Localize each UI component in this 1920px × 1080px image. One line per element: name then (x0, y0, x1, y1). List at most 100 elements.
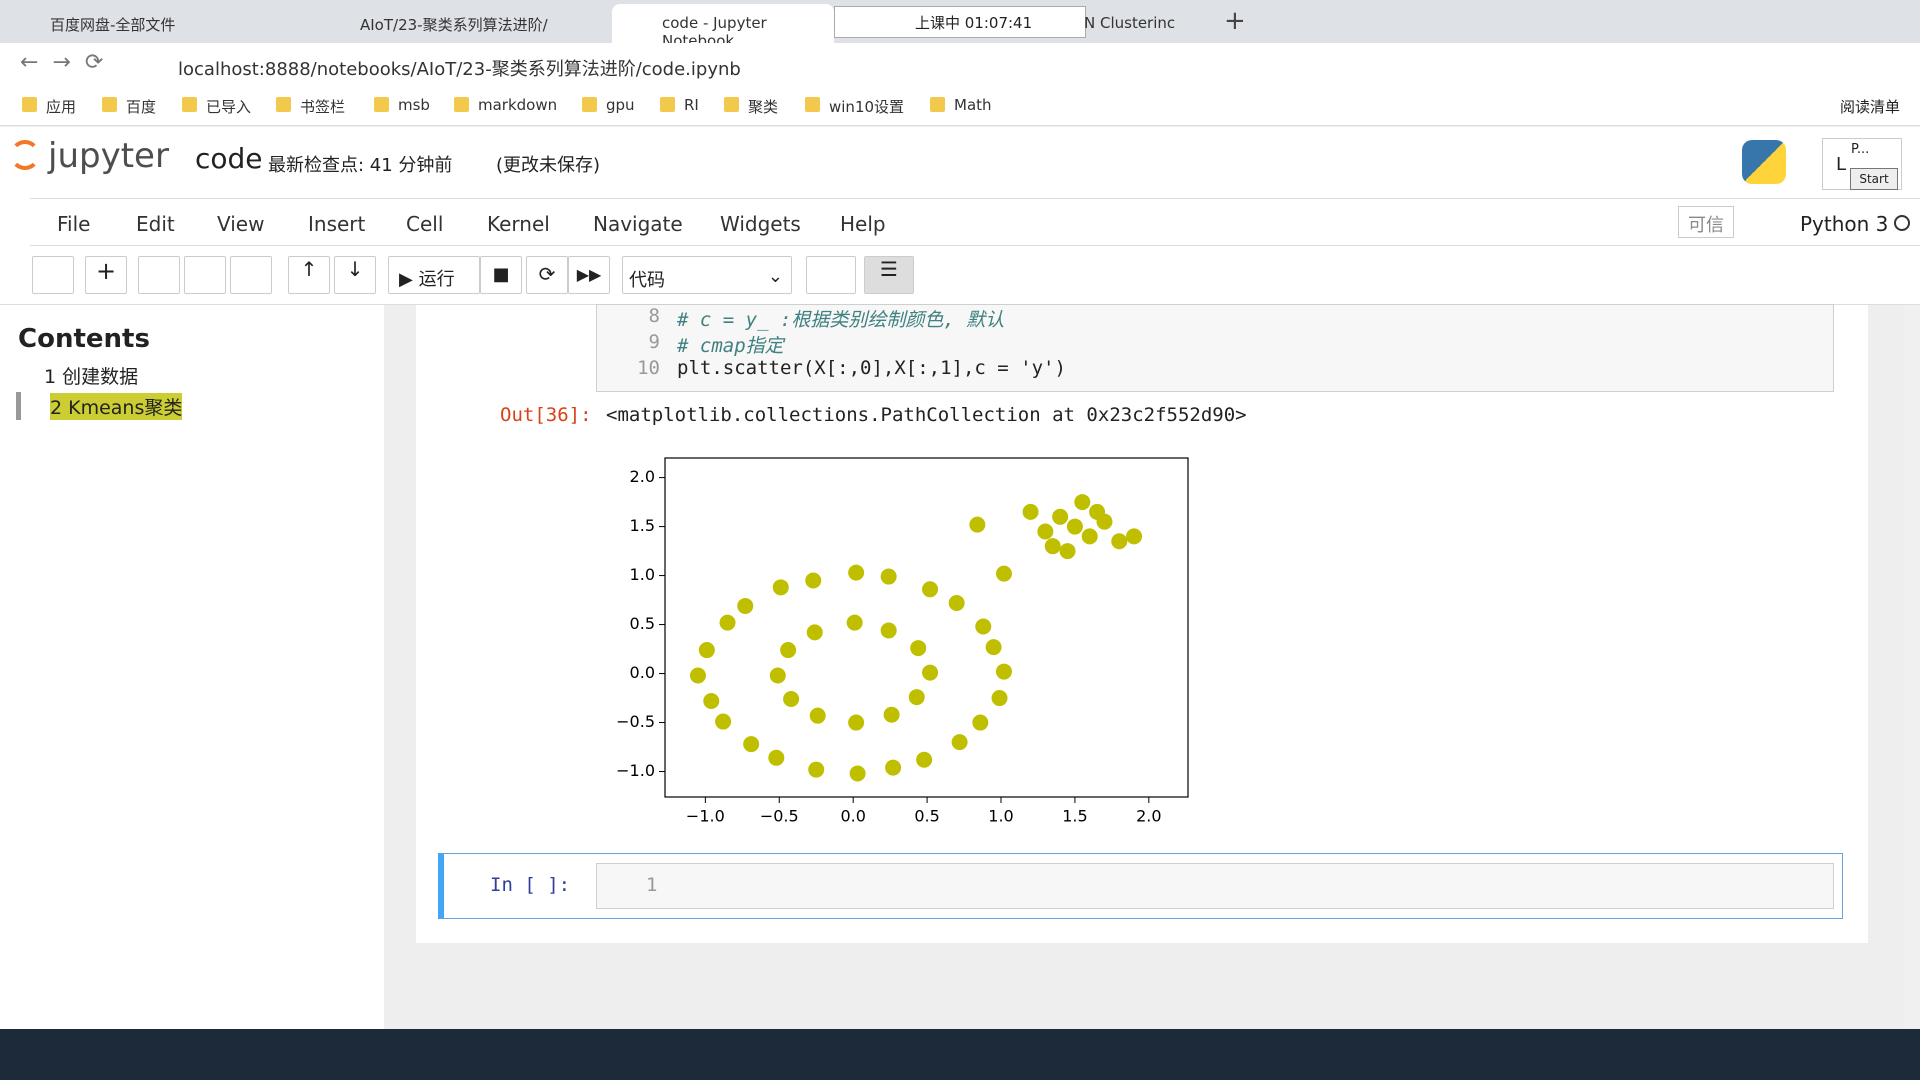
point (883, 706, 900, 723)
menu-item[interactable]: Edit (136, 212, 175, 236)
run-all-button[interactable]: ▶▶ (568, 256, 610, 294)
start-button[interactable]: Start (1850, 168, 1898, 190)
point (910, 640, 927, 657)
point (885, 759, 902, 776)
input-area[interactable] (596, 863, 1834, 909)
point (846, 614, 863, 631)
menu-item[interactable]: Help (840, 212, 886, 236)
save-button[interactable] (32, 256, 74, 294)
user: L (1836, 154, 1847, 175)
menu-item[interactable]: Cell (406, 212, 444, 236)
plot-frame (664, 457, 1189, 798)
tab[interactable]: N Clusterinc (1084, 14, 1176, 32)
x-tick-label: −0.5 (760, 807, 799, 826)
point (689, 667, 706, 684)
menu-item[interactable]: Kernel (487, 212, 550, 236)
point (1089, 503, 1106, 520)
point (698, 642, 715, 659)
menu-item[interactable]: Insert (308, 212, 366, 236)
menu-item[interactable]: Widgets (720, 212, 801, 236)
new-tab[interactable]: + (1224, 6, 1246, 36)
copy-button[interactable] (184, 256, 226, 294)
point (1066, 518, 1083, 535)
point (969, 516, 986, 533)
code-line: # c = y_ :根据类别绘制颜色, 默认 (677, 309, 1005, 331)
point (948, 595, 965, 612)
scrollbar[interactable] (1904, 305, 1920, 1029)
bookmark[interactable]: win10设置 (803, 96, 904, 117)
run-button[interactable]: ▶ 运行 (388, 256, 480, 294)
y-tick-label: 0.0 (630, 663, 655, 682)
reading-list[interactable]: 阅读清单 (1840, 98, 1901, 116)
cell-type: 代码 (629, 270, 665, 291)
point (780, 642, 797, 659)
toc-item[interactable]: 1 创建数据 (44, 366, 139, 388)
point (703, 692, 720, 709)
add-button[interactable]: + (85, 256, 127, 294)
notebook-name[interactable]: code (195, 142, 263, 175)
code-area[interactable] (596, 304, 1834, 392)
point (848, 714, 865, 731)
point (985, 639, 1002, 656)
bookmark[interactable]: msb (372, 96, 430, 114)
point (1126, 528, 1143, 545)
in-prompt: In [ ]: (490, 874, 571, 896)
point (1111, 533, 1128, 550)
widget-label: P... (1851, 142, 1870, 157)
point (737, 597, 754, 614)
point (922, 581, 939, 598)
bookmark[interactable]: 百度 (100, 96, 156, 117)
menu-item[interactable]: File (57, 212, 91, 236)
bookmark[interactable]: markdown (452, 96, 557, 114)
nav-buttons[interactable]: ← → ⟳ (20, 50, 104, 75)
toc-marker (16, 392, 21, 420)
move-down-button[interactable]: ↓ (334, 256, 376, 294)
trusted[interactable]: 可信 (1678, 206, 1734, 238)
point (769, 667, 786, 684)
toc-button[interactable]: ☰ (864, 256, 914, 294)
x-tick-label: 2.0 (1136, 807, 1161, 826)
toc-title: Contents (18, 324, 150, 354)
bookmark[interactable]: gpu (580, 96, 635, 114)
point (849, 765, 866, 782)
point (848, 564, 865, 581)
point (1037, 523, 1054, 540)
jupyter-logo[interactable]: jupyter (48, 136, 169, 176)
point (809, 707, 826, 724)
kernel-status (1894, 215, 1910, 231)
point (1052, 508, 1069, 525)
cell-type-select[interactable]: 代码 ⌄ (622, 256, 792, 294)
point (880, 568, 897, 585)
point (806, 624, 823, 641)
url[interactable]: localhost:8888/notebooks/AIoT/23-聚类系列算法进… (178, 59, 741, 80)
x-tick-label: 0.5 (914, 807, 939, 826)
bookmark[interactable]: 应用 (20, 96, 76, 117)
move-up-button[interactable]: ↑ (288, 256, 330, 294)
stop-button[interactable]: ■ (480, 256, 522, 294)
cut-button[interactable] (138, 256, 180, 294)
bookmark[interactable]: Math (928, 96, 992, 114)
point (1081, 528, 1098, 545)
x-tick-label: 0.0 (840, 807, 865, 826)
point (1074, 494, 1091, 511)
point (880, 622, 897, 639)
out-prompt: Out[36]: (500, 404, 592, 426)
paste-button[interactable] (230, 256, 272, 294)
keyboard-button[interactable] (806, 256, 856, 294)
tab[interactable]: 百度网盘-全部文件 (50, 16, 176, 34)
x-tick-label: 1.0 (988, 807, 1013, 826)
tab[interactable]: AIoT/23-聚类系列算法进阶/ (360, 16, 548, 34)
point (1022, 503, 1039, 520)
toc-item-selected[interactable]: 2 Kmeans聚类 (50, 393, 183, 420)
menu-item[interactable]: Navigate (593, 212, 683, 236)
bookmark[interactable]: 聚类 (722, 96, 778, 117)
menu-item[interactable]: View (217, 212, 265, 236)
bookmark[interactable]: RI (658, 96, 699, 114)
checkpoint: 最新检查点: 41 分钟前 (268, 155, 453, 176)
restart-button[interactable]: ⟳ (526, 256, 568, 294)
bookmark[interactable]: 已导入 (180, 96, 251, 117)
bookmark[interactable]: 书签栏 (274, 96, 345, 117)
